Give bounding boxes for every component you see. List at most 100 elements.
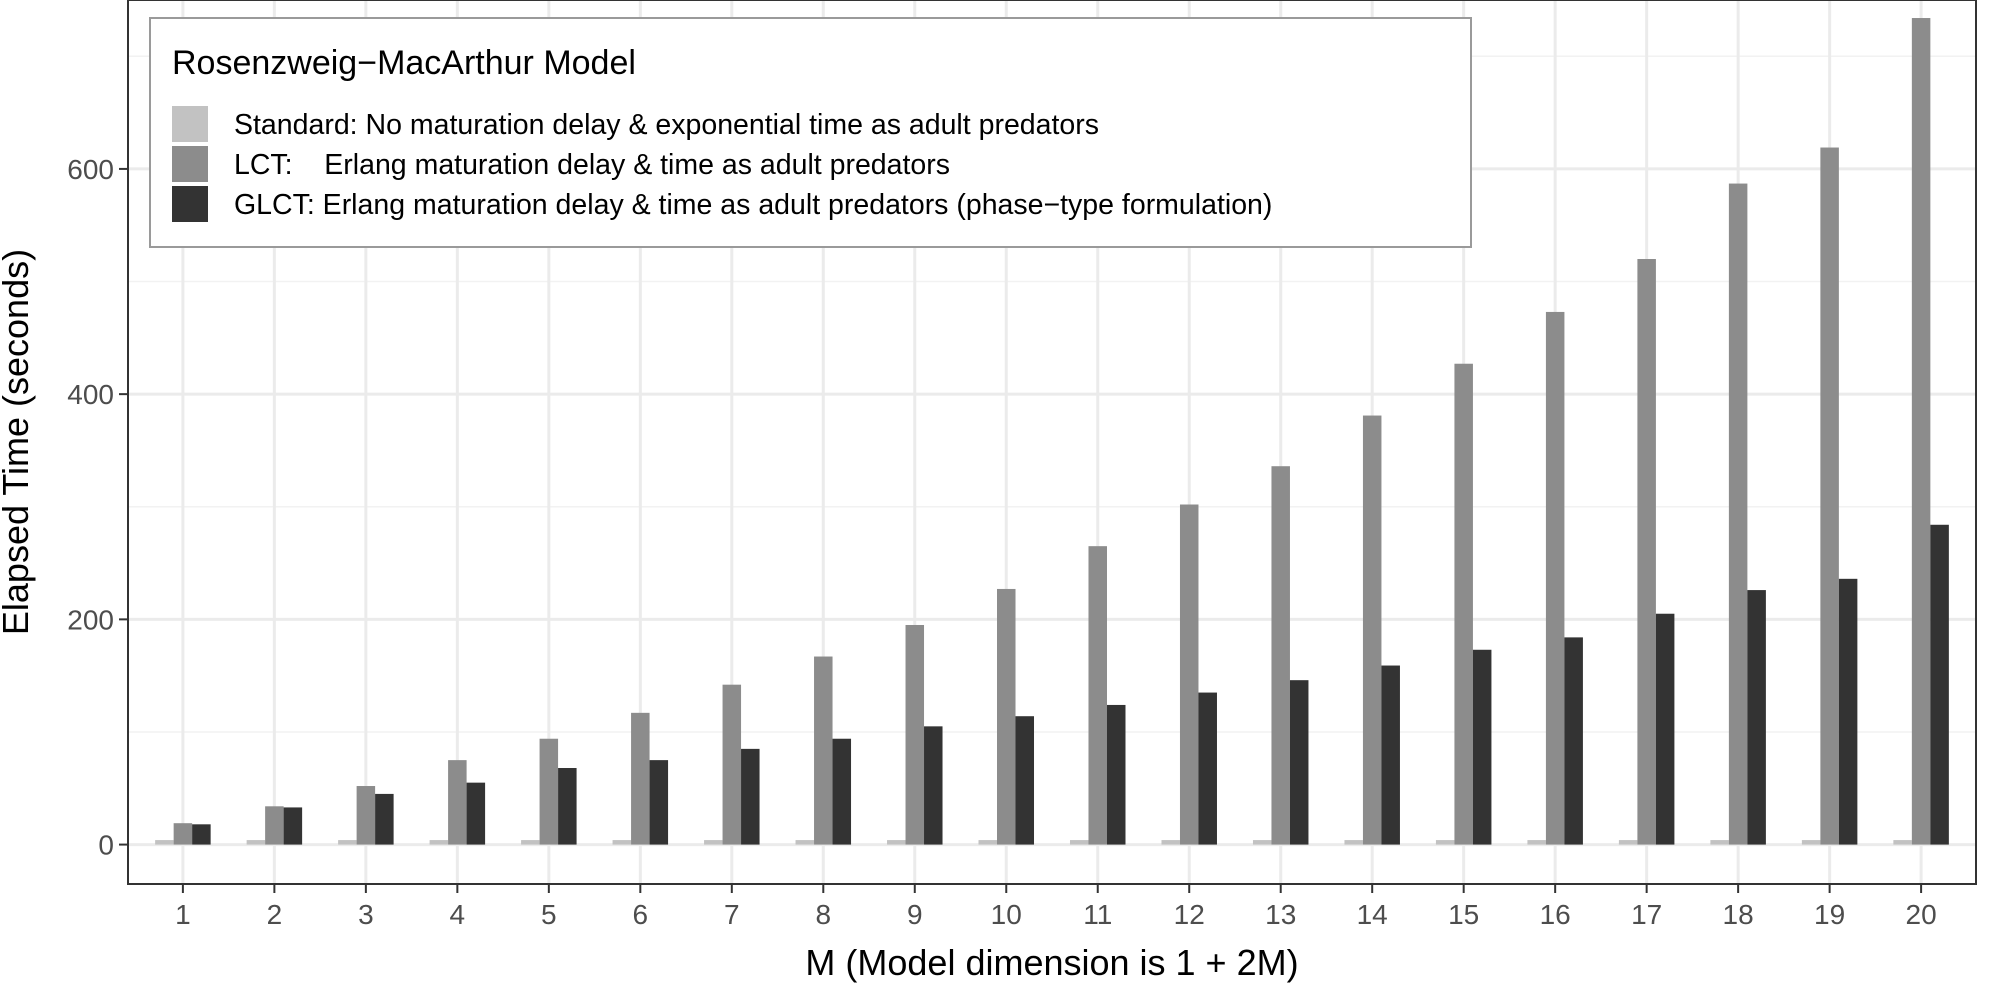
bar-glct-7 (741, 748, 760, 845)
bar-standard-5 (521, 840, 540, 845)
x-tick-label: 12 (1174, 899, 1205, 930)
x-axis: 1 2 3 4 5 6 7 8 9 10 11 12 13 14 15 16 17 18 19 20 (175, 884, 1937, 930)
bar-lct-16 (1545, 311, 1565, 845)
bar-lct-18 (1728, 183, 1748, 845)
bar-standard-8 (795, 840, 815, 845)
bar-standard-7 (704, 840, 723, 845)
x-tick-label: 5 (541, 899, 557, 930)
bar-glct-19 (1838, 578, 1858, 845)
x-tick-label: 17 (1631, 899, 1662, 930)
bar-glct-17 (1655, 613, 1675, 845)
bar-lct-14 (1362, 415, 1382, 845)
bar-glct-1 (192, 824, 211, 845)
legend-label-standard: Standard: No maturation delay & exponent… (234, 109, 1099, 141)
x-tick-label: 16 (1540, 899, 1571, 930)
y-tick-label: 600 (67, 154, 114, 185)
bar-glct-6 (649, 760, 669, 845)
bar-lct-13 (1271, 466, 1290, 845)
legend-label-lct: LCT: Erlang maturation delay & time as a… (234, 149, 950, 181)
bar-glct-4 (466, 782, 486, 845)
bar-standard-1 (155, 840, 174, 845)
bar-lct-6 (631, 712, 650, 845)
x-tick-label: 2 (267, 899, 283, 930)
x-tick-label: 3 (358, 899, 374, 930)
bar-lct-5 (539, 738, 559, 845)
bar-lct-4 (448, 760, 467, 845)
bar-standard-14 (1344, 840, 1363, 845)
bar-glct-5 (558, 768, 577, 845)
bar-glct-14 (1381, 665, 1400, 845)
panel-border (127, 0, 1977, 885)
y-axis: 0 200 400 600 (67, 154, 128, 861)
legend-key-lct (172, 146, 208, 182)
bar-standard-19 (1801, 840, 1821, 845)
x-tick-label: 19 (1814, 899, 1845, 930)
x-tick-label: 18 (1723, 899, 1754, 930)
legend-title: Rosenzweig−MacArthur Model (172, 44, 636, 82)
legend-label-glct: GLCT: Erlang maturation delay & time as … (234, 189, 1272, 221)
bar-glct-20 (1930, 524, 1949, 845)
bar-glct-8 (832, 738, 852, 845)
x-tick-label: 10 (991, 899, 1022, 930)
bar-glct-13 (1289, 680, 1309, 845)
legend-key-standard (172, 106, 208, 142)
bar-lct-19 (1820, 147, 1839, 845)
bar-lct-15 (1454, 363, 1473, 845)
bar-glct-2 (283, 807, 303, 845)
bar-lct-3 (356, 786, 376, 845)
x-tick-label: 9 (907, 899, 923, 930)
bar-lct-8 (814, 656, 833, 845)
y-tick-label: 0 (98, 830, 114, 861)
y-axis-title: Elapsed Time (seconds) (0, 249, 36, 635)
x-tick-label: 15 (1448, 899, 1479, 930)
bar-standard-15 (1435, 840, 1455, 845)
y-tick-label: 200 (67, 604, 114, 635)
bar-standard-9 (887, 840, 906, 845)
bar-glct-15 (1472, 649, 1492, 845)
x-tick-label: 11 (1083, 899, 1112, 930)
bar-standard-4 (429, 840, 449, 845)
x-tick-label: 8 (815, 899, 831, 930)
legend: Rosenzweig−MacArthur Model Standard: No … (149, 17, 1472, 248)
bar-standard-13 (1252, 840, 1272, 845)
bar-standard-10 (978, 840, 998, 845)
x-axis-title: M (Model dimension is 1 + 2M) (805, 942, 1298, 983)
bar-glct-16 (1564, 637, 1583, 845)
bar-glct-11 (1106, 704, 1126, 845)
bars (155, 18, 1949, 845)
bar-lct-12 (1179, 504, 1199, 845)
bar-lct-1 (173, 823, 193, 845)
bar-lct-11 (1088, 546, 1107, 845)
bar-standard-11 (1069, 840, 1089, 845)
bar-standard-18 (1710, 840, 1729, 845)
bar-glct-18 (1747, 590, 1766, 845)
bar-lct-17 (1637, 259, 1656, 845)
bar-standard-3 (338, 840, 357, 845)
bar-standard-20 (1893, 840, 1912, 845)
bar-glct-10 (1015, 716, 1035, 845)
bar-glct-3 (375, 793, 394, 845)
x-tick-label: 6 (633, 899, 649, 930)
legend-key-glct (172, 186, 208, 222)
x-tick-label: 20 (1906, 899, 1937, 930)
bar-standard-17 (1618, 840, 1638, 845)
legend-box (149, 17, 1472, 248)
bar-standard-2 (246, 840, 266, 845)
bar-glct-9 (924, 726, 943, 845)
x-tick-label: 4 (450, 899, 466, 930)
y-tick-label: 400 (67, 379, 114, 410)
x-tick-label: 13 (1265, 899, 1296, 930)
bar-lct-20 (1911, 18, 1931, 845)
bar-standard-16 (1527, 840, 1546, 845)
bar-standard-6 (612, 840, 632, 845)
x-tick-label: 14 (1357, 899, 1388, 930)
bar-lct-10 (997, 588, 1016, 845)
bar-standard-12 (1161, 840, 1180, 845)
bar-glct-12 (1198, 692, 1217, 845)
x-tick-label: 7 (724, 899, 740, 930)
bar-lct-9 (905, 624, 925, 845)
bar-lct-2 (265, 806, 284, 845)
bar-lct-7 (722, 684, 742, 845)
x-tick-label: 1 (175, 899, 191, 930)
